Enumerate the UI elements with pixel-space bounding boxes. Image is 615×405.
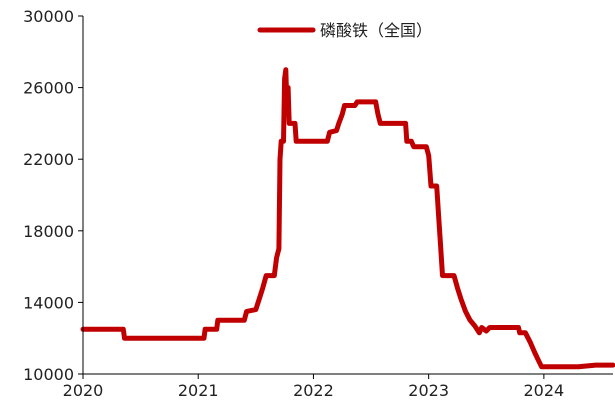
legend: 磷酸铁（全国） (257, 21, 432, 40)
series-line-iron-phosphate (80, 67, 615, 370)
y-axis-ticks: 10000 14000 18000 22000 26000 30000 (23, 7, 83, 384)
y-tick-label: 30000 (23, 7, 74, 26)
x-tick-label: 2021 (178, 381, 219, 400)
x-tick-label: 2020 (63, 381, 104, 400)
legend-label: 磷酸铁（全国） (320, 21, 432, 40)
y-tick-label: 10000 (23, 365, 74, 384)
y-tick-label: 18000 (23, 222, 74, 241)
x-tick-label: 2022 (293, 381, 334, 400)
y-tick-label: 14000 (23, 293, 74, 312)
y-tick-label: 22000 (23, 150, 74, 169)
x-tick-label: 2024 (524, 381, 565, 400)
x-axis-ticks: 2020 2021 2022 2023 2024 (63, 374, 565, 400)
x-tick-label: 2023 (408, 381, 449, 400)
y-tick-label: 26000 (23, 79, 74, 98)
